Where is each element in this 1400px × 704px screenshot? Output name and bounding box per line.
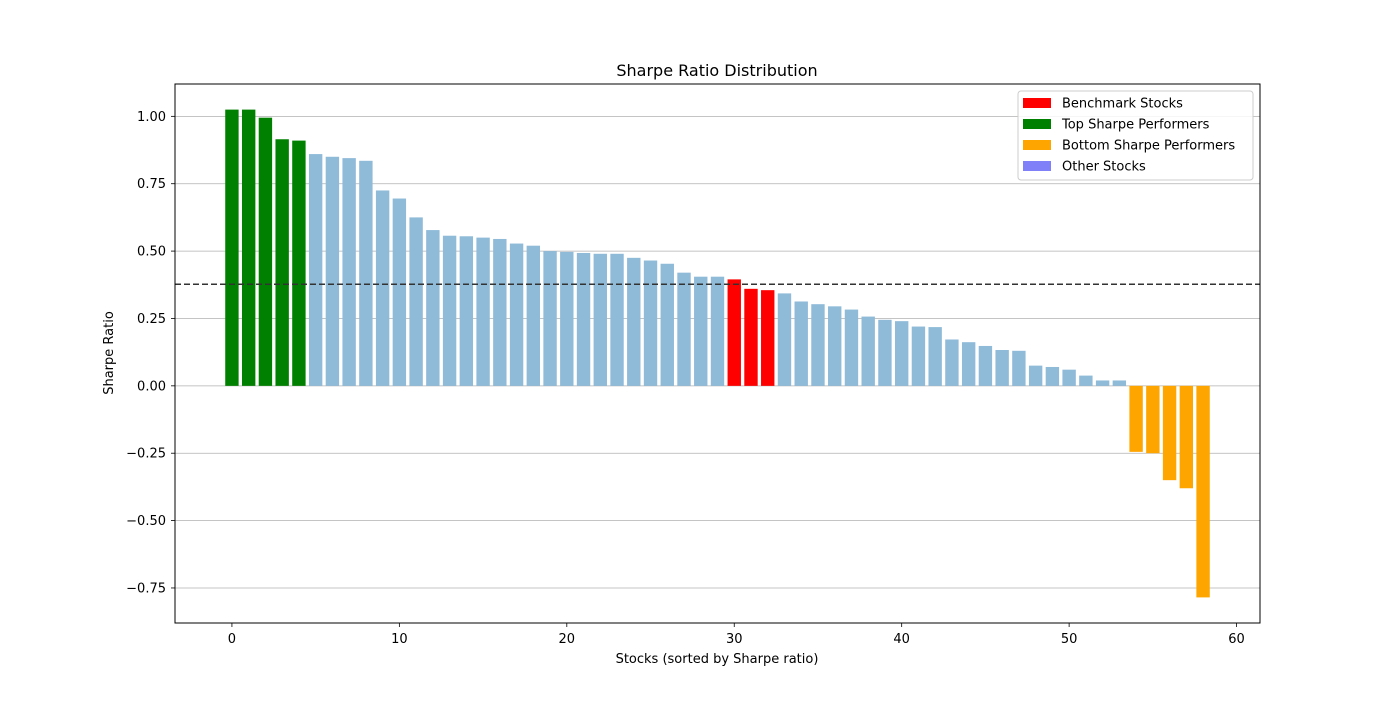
legend-swatch — [1023, 140, 1051, 150]
bar — [710, 276, 725, 386]
bar — [1179, 385, 1194, 489]
bar — [1062, 369, 1076, 386]
bar — [325, 156, 340, 386]
bar — [258, 117, 273, 386]
bar — [995, 349, 1009, 386]
legend-label: Benchmark Stocks — [1062, 97, 1183, 112]
y-tick-label: 0.75 — [137, 177, 166, 192]
x-tick-label: 60 — [1228, 632, 1245, 647]
legend-box — [1017, 90, 1254, 181]
bar — [308, 154, 323, 386]
bar — [392, 198, 407, 386]
bar — [727, 279, 741, 386]
bar — [476, 237, 490, 386]
bar — [677, 272, 691, 386]
bar — [225, 109, 239, 386]
plot-frame — [174, 83, 1261, 624]
legend-label: Other Stocks — [1062, 160, 1146, 175]
y-tick-label: 0.25 — [137, 312, 166, 327]
bar — [459, 236, 474, 386]
bar — [241, 109, 256, 386]
bar — [1112, 380, 1127, 386]
bar — [627, 257, 641, 386]
bar — [409, 217, 423, 386]
y-tick-label: −0.50 — [126, 514, 166, 529]
y-tick-label: −0.25 — [126, 447, 166, 462]
bar — [342, 158, 356, 386]
bar — [1146, 385, 1160, 454]
bar — [1162, 385, 1177, 481]
legend-swatch — [1023, 98, 1051, 108]
bar — [744, 288, 758, 386]
bar — [961, 342, 976, 386]
legend-swatch — [1023, 161, 1051, 171]
x-axis-ticks: 0 10 20 30 40 50 60 — [228, 623, 1245, 647]
bar — [442, 235, 457, 386]
bar — [861, 316, 875, 386]
y-tick-label: −0.75 — [126, 581, 166, 596]
bar — [493, 238, 507, 386]
bar — [1079, 375, 1093, 386]
bar — [543, 251, 557, 386]
bar — [643, 260, 658, 386]
bar — [292, 140, 306, 386]
legend-swatch — [1023, 119, 1051, 129]
x-tick-label: 30 — [726, 632, 743, 647]
y-tick-label: 0.50 — [137, 245, 166, 260]
x-tick-label: 40 — [893, 632, 910, 647]
y-tick-label: 0.00 — [137, 379, 166, 394]
bar — [610, 253, 624, 386]
bar — [593, 253, 607, 386]
y-axis-ticks: −0.75 −0.50 −0.25 0.00 0.25 0.50 0.75 1.00 — [126, 110, 175, 596]
bar — [1012, 350, 1026, 386]
legend: Benchmark Stocks Top Sharpe Performers Bot… — [1017, 90, 1254, 181]
bar — [1095, 380, 1110, 386]
bar — [761, 290, 775, 386]
bar — [978, 345, 993, 386]
bar — [509, 243, 524, 386]
x-axis-label: Stocks (sorted by Sharpe ratio) — [616, 652, 819, 667]
bar — [928, 327, 942, 386]
bar — [1129, 385, 1143, 452]
bar — [844, 309, 859, 386]
bar — [828, 306, 842, 386]
bar — [694, 276, 708, 386]
bar — [894, 321, 909, 386]
bar — [275, 139, 289, 386]
bar — [911, 326, 926, 386]
legend-label: Top Sharpe Performers — [1061, 118, 1210, 133]
bar — [426, 230, 440, 386]
y-axis-label: Sharpe Ratio — [102, 311, 117, 395]
x-tick-label: 0 — [228, 632, 236, 647]
bar — [794, 301, 808, 386]
bar — [375, 190, 390, 386]
bar — [1028, 365, 1043, 386]
bar — [811, 304, 825, 386]
bar — [560, 251, 574, 386]
bar — [526, 245, 541, 386]
x-tick-label: 50 — [1061, 632, 1078, 647]
bars — [225, 109, 1210, 598]
bar — [777, 293, 792, 386]
bar — [660, 263, 674, 386]
bar — [576, 252, 591, 386]
chart-title: Sharpe Ratio Distribution — [616, 61, 817, 80]
bar — [359, 160, 373, 386]
x-tick-label: 20 — [559, 632, 576, 647]
legend-label: Bottom Sharpe Performers — [1062, 139, 1235, 154]
bar — [1045, 366, 1060, 386]
x-tick-label: 10 — [391, 632, 408, 647]
y-tick-label: 1.00 — [137, 110, 166, 125]
bar — [1196, 385, 1210, 598]
bar — [878, 319, 892, 386]
bar — [945, 339, 959, 386]
